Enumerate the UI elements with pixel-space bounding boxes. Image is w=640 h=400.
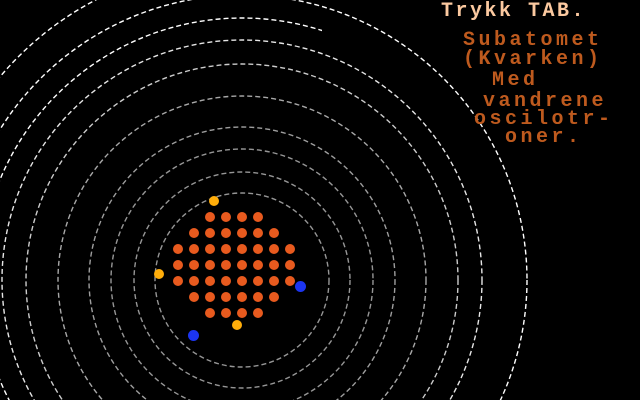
orbit-ring: [133, 171, 351, 389]
yellow-particle: [209, 196, 219, 206]
blue-particle: [294, 280, 306, 292]
nucleus-dot: [269, 228, 279, 238]
nucleus-dot: [285, 276, 295, 286]
nucleus-dot: [205, 228, 215, 238]
nucleus-dot: [205, 276, 215, 286]
caption-line: (Kvarken): [463, 48, 603, 71]
nucleus-dot: [205, 308, 215, 318]
orbit-ring: [0, 17, 322, 400]
nucleus-dot: [221, 308, 231, 318]
nucleus-dot: [269, 276, 279, 286]
orbit-ring: [88, 126, 396, 400]
nucleus-dot: [237, 308, 247, 318]
nucleus-dot: [237, 276, 247, 286]
nucleus-dot: [221, 244, 231, 254]
orbit-ring: [1, 39, 483, 400]
nucleus-dot: [189, 228, 199, 238]
blue-particle: [187, 329, 199, 341]
nucleus-dot: [253, 276, 263, 286]
nucleus-dot: [173, 244, 183, 254]
nucleus-dot: [237, 244, 247, 254]
press-tab-prompt: Trykk TAB.: [441, 0, 587, 23]
nucleus-dot: [221, 260, 231, 270]
caption-line: Med: [492, 69, 539, 92]
nucleus-dot: [269, 260, 279, 270]
nucleus-dot: [221, 212, 231, 222]
nucleus-dot: [253, 308, 263, 318]
yellow-particle: [154, 269, 164, 279]
nucleus-dot: [205, 260, 215, 270]
orbit-rings-group: [0, 0, 528, 400]
nucleus-dot: [237, 212, 247, 222]
nucleus-dot: [285, 260, 295, 270]
orbit-ring: [154, 192, 330, 368]
nucleus-dot: [189, 260, 199, 270]
nucleus-dot: [237, 260, 247, 270]
orbit-ring: [25, 63, 459, 400]
caption-line: Subatomet: [463, 29, 603, 52]
nucleus-dot: [253, 228, 263, 238]
nucleus-dot: [253, 244, 263, 254]
yellow-particle: [232, 320, 242, 330]
nucleus-dot: [205, 212, 215, 222]
nucleus-dot: [189, 244, 199, 254]
caption-line: oscilotr-: [474, 108, 614, 131]
nucleus-dot: [173, 260, 183, 270]
nucleus-dot: [253, 292, 263, 302]
orbit-ring: [110, 148, 374, 400]
nucleus-dot: [285, 244, 295, 254]
nucleus-dot: [253, 212, 263, 222]
nucleus-dot: [189, 276, 199, 286]
nucleus-dot: [269, 292, 279, 302]
nucleus-dot: [205, 292, 215, 302]
caption-line: vandrene: [483, 90, 608, 113]
caption-line: oner.: [505, 126, 583, 149]
nucleus-dot: [221, 276, 231, 286]
nucleus-dot: [221, 292, 231, 302]
orbit-ring: [57, 95, 427, 400]
nucleus-dot: [237, 292, 247, 302]
nucleus-dot: [205, 244, 215, 254]
nucleus-dot: [253, 260, 263, 270]
nucleus-dot: [189, 292, 199, 302]
nucleus-dot: [269, 244, 279, 254]
nucleus-dot: [237, 228, 247, 238]
nucleus-dot: [221, 228, 231, 238]
orbit-ring: [0, 0, 528, 400]
nucleus-dot: [173, 276, 183, 286]
